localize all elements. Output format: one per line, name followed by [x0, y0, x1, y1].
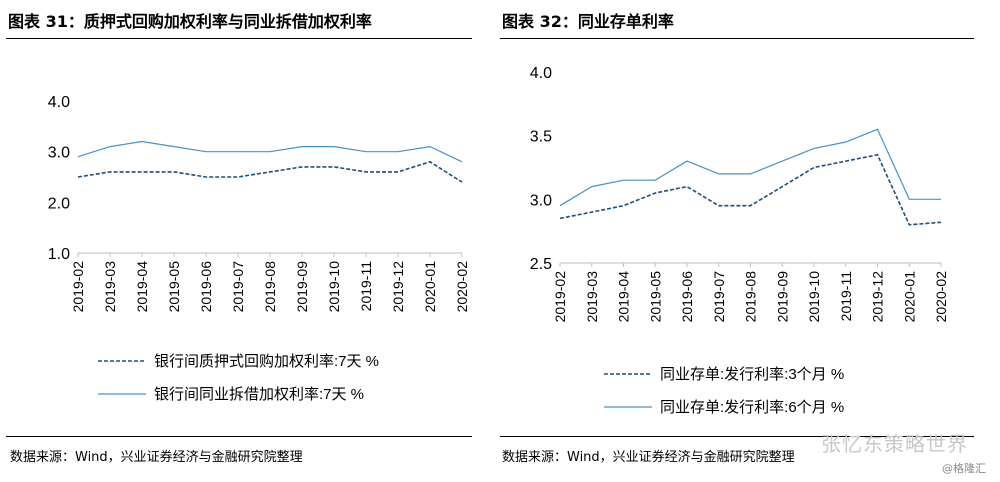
- y-tick-label: 3.0: [530, 192, 552, 209]
- left-panel: 图表 31：质押式回购加权利率与同业拆借加权利率 1.0 2.0 3.0 4.0 201…: [6, 12, 472, 465]
- right-panel: 图表 32：同业存单利率 2.5 3.0 3.5 4.0 2019-02 2019-03 2…: [500, 0, 1000, 482]
- watermark-subtext: @格隆汇: [942, 462, 986, 475]
- right-chart-svg: 2.5 3.0 3.5 4.0 2019-02 2019-03 2019-04 2019-05…: [530, 65, 949, 416]
- source-divider: [500, 436, 974, 437]
- chart-title: 图表 32：同业存单利率: [502, 12, 674, 31]
- x-tick-label: 2020-02: [933, 271, 949, 323]
- source-note: 数据来源：Wind，兴业证券经济与金融研究院整理: [502, 450, 795, 465]
- x-tick-label: 2019-05: [166, 261, 182, 313]
- source-divider: [6, 436, 472, 437]
- x-tick-label: 2019-12: [390, 261, 406, 313]
- series-line-solid: [559, 128, 941, 207]
- y-tick-label: 2.0: [48, 195, 70, 212]
- chart-title: 图表 31：质押式回购加权利率与同业拆借加权利率: [8, 12, 372, 31]
- x-tick-label: 2019-09: [294, 261, 310, 313]
- title-divider: [6, 38, 472, 39]
- x-tick-label: 2019-10: [326, 261, 342, 313]
- y-tick-label: 2.5: [530, 256, 552, 273]
- y-tick-label: 4.0: [48, 94, 70, 111]
- legend-label: 同业存单:发行利率:3个月 %: [660, 366, 844, 383]
- watermark-text: 张忆东策略世界: [821, 432, 968, 456]
- series-line-dashed: [77, 160, 463, 183]
- x-tick-label: 2019-12: [870, 271, 886, 323]
- x-tick-label: 2019-08: [743, 271, 759, 323]
- x-tick-label: 2019-06: [679, 271, 695, 323]
- x-tick-label: 2019-04: [616, 271, 632, 323]
- x-tick-label: 2020-01: [901, 271, 917, 323]
- series-line-solid: [77, 140, 463, 163]
- legend-label: 同业存单:发行利率:6个月 %: [660, 399, 844, 416]
- x-tick-label: 2019-09: [774, 271, 790, 323]
- x-tick-label: 2019-08: [262, 261, 278, 313]
- x-tick-label: 2020-01: [422, 261, 438, 313]
- legend-label: 银行间质押式回购加权利率:7天 %: [154, 353, 379, 370]
- x-tick-label: 2019-11: [838, 271, 854, 322]
- y-tick-label: 3.0: [48, 145, 70, 162]
- source-note: 数据来源：Wind，兴业证券经济与金融研究院整理: [10, 450, 303, 465]
- x-tick-label: 2019-04: [134, 261, 150, 313]
- y-tick-label: 1.0: [48, 246, 70, 263]
- x-tick-label: 2019-02: [70, 261, 86, 313]
- x-tick-label: 2019-07: [711, 271, 727, 323]
- x-tick-label: 2019-10: [806, 271, 822, 323]
- x-tick-label: 2019-02: [552, 271, 568, 323]
- y-tick-label: 3.5: [530, 129, 552, 146]
- x-tick-label: 2020-02: [454, 261, 470, 313]
- left-chart-svg: 1.0 2.0 3.0 4.0 2019-02 2019-03 2019-04 2019-05…: [48, 94, 470, 403]
- x-tick-label: 2019-05: [647, 271, 663, 323]
- legend-label: 银行间同业拆借加权利率:7天 %: [154, 386, 364, 403]
- title-divider: [500, 38, 974, 39]
- y-tick-label: 4.0: [530, 65, 552, 82]
- series-line-dashed: [559, 153, 942, 226]
- x-tick-label: 2019-07: [230, 261, 246, 313]
- x-tick-label: 2019-03: [584, 271, 600, 323]
- x-tick-label: 2019-06: [198, 261, 214, 313]
- x-tick-label: 2019-11: [358, 261, 374, 312]
- x-tick-label: 2019-03: [102, 261, 118, 313]
